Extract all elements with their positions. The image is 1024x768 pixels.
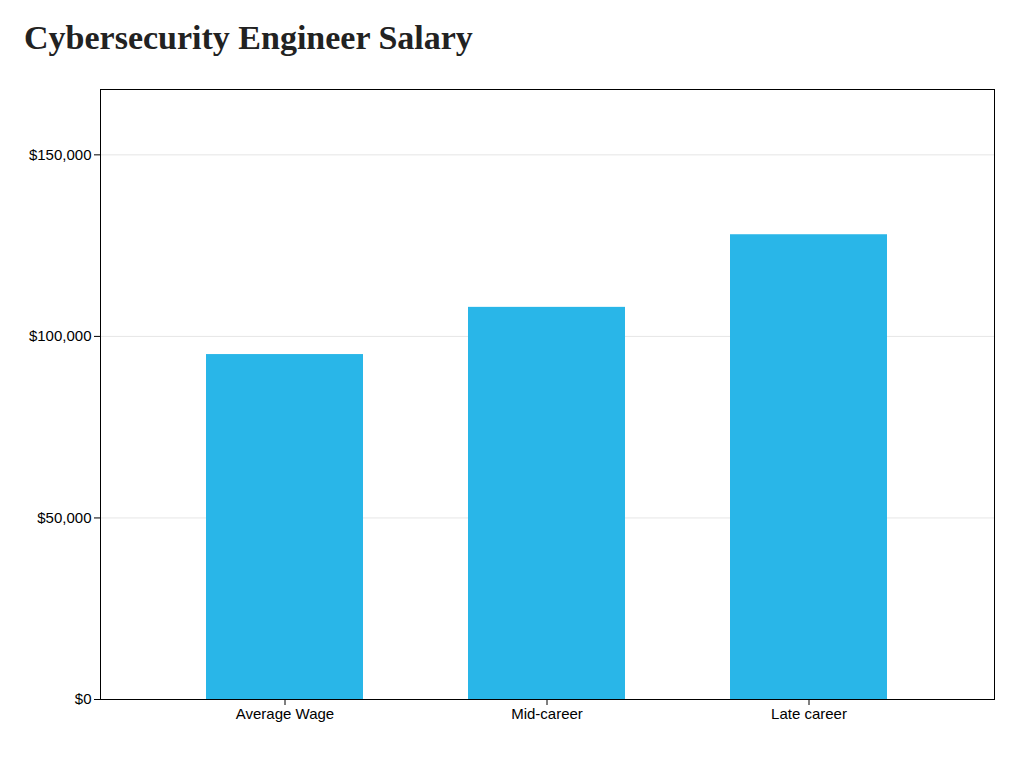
svg-text:Late career: Late career [771, 705, 847, 722]
svg-text:$50,000: $50,000 [37, 509, 91, 526]
svg-text:$150,000: $150,000 [29, 145, 92, 162]
svg-text:Average Wage: Average Wage [236, 705, 334, 722]
svg-text:$0: $0 [75, 690, 92, 707]
svg-text:$100,000: $100,000 [29, 327, 92, 344]
html-text:Cybersecurity Engineer Salary: Cybersecurity Engineer Salary [24, 19, 473, 56]
svg-text:Mid-career: Mid-career [511, 705, 583, 722]
